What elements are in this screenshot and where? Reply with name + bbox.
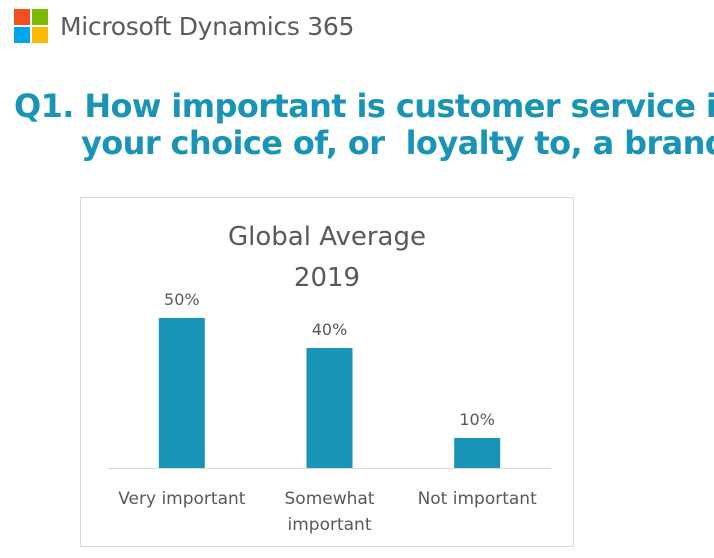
data-label-2: 10% [459, 410, 495, 429]
question-title: Q1. How important is customer service in… [14, 87, 714, 162]
data-label-1: 40% [312, 320, 348, 339]
category-label-0-0: Very important [118, 489, 246, 509]
bar-2 [454, 438, 501, 468]
logo-square-red [14, 9, 30, 25]
logo-square-blue [14, 27, 30, 43]
question-line-2: your choice of, or loyalty to, a brand? [81, 124, 714, 162]
chart-area: Global Average 2019 50% Very important 40%… [80, 197, 574, 547]
category-label-1-1: important [288, 515, 372, 535]
microsoft-logo-icon [14, 9, 48, 43]
category-label-2-0: Not important [418, 489, 538, 509]
data-label-0: 50% [164, 290, 200, 309]
logo-square-green [32, 9, 48, 25]
chart-title-line-2: 2019 [293, 263, 361, 293]
question-line-1: Q1. How important is customer service in [14, 87, 714, 125]
bar-chart-plot: 50% Very important 40% Somewhat important 10%… [108, 290, 551, 535]
chart-title-line-1: Global Average [228, 222, 426, 252]
bar-0 [158, 318, 205, 468]
brand-header: Microsoft Dynamics 365 [14, 9, 354, 43]
brand-name: Microsoft Dynamics 365 [60, 11, 355, 41]
bar-1 [306, 348, 353, 468]
logo-square-yellow [32, 27, 48, 43]
category-label-1-0: Somewhat [285, 489, 375, 509]
